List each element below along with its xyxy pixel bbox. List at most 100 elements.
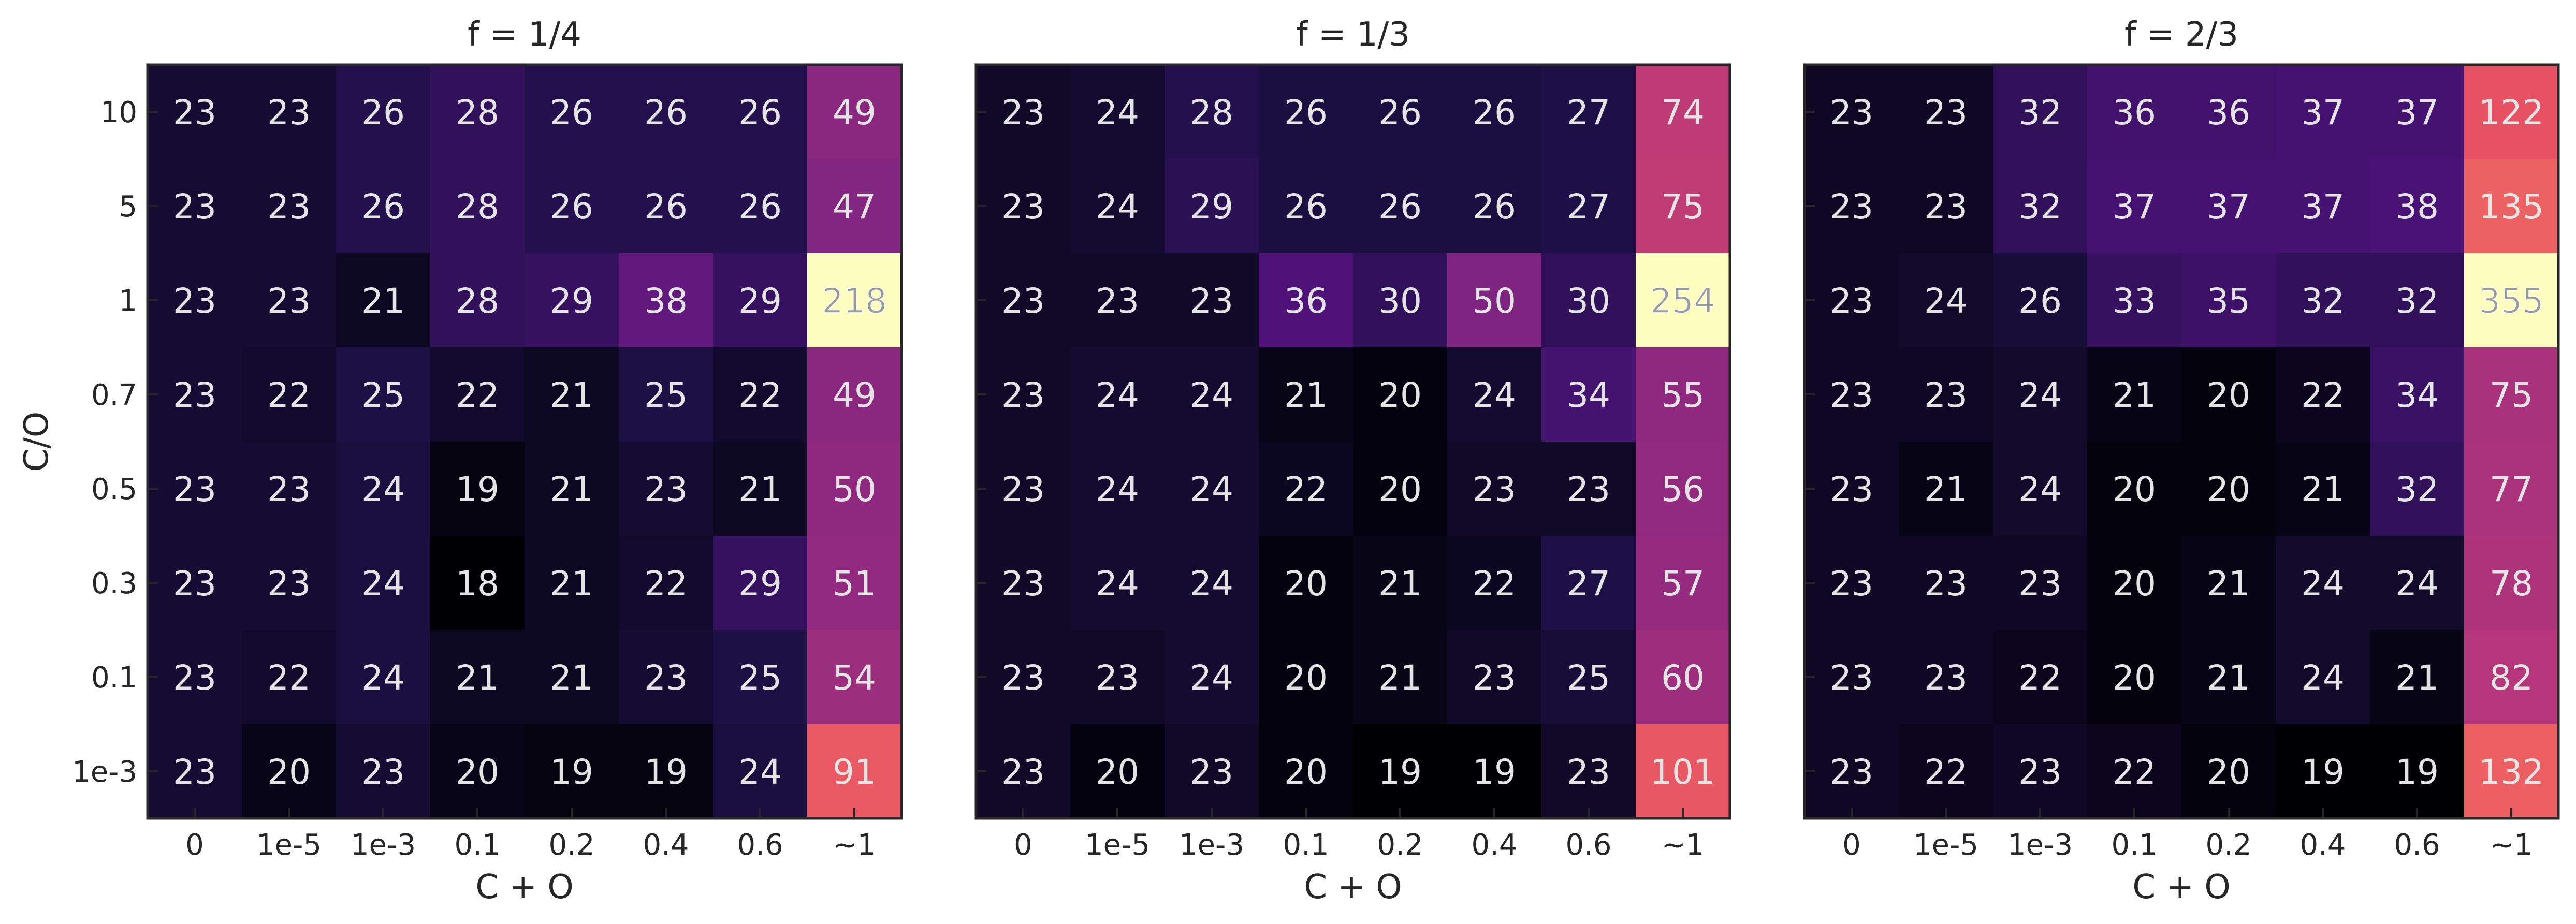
heatmap-cell xyxy=(807,65,902,159)
cell-value-label: 23 xyxy=(1830,564,1873,604)
cell-value-label: 23 xyxy=(267,187,311,227)
heatmap-cell xyxy=(242,65,337,159)
heatmap-cell xyxy=(1993,442,2088,536)
cell-value-label: 26 xyxy=(1473,93,1516,133)
cell-value-label: 21 xyxy=(1378,564,1422,604)
heatmap-cell xyxy=(619,253,714,348)
cell-value-label: 21 xyxy=(2301,470,2345,509)
cell-value-label: 28 xyxy=(1190,93,1233,133)
cell-value-label: 27 xyxy=(1567,93,1610,133)
cell-value-label: 29 xyxy=(550,281,593,321)
cell-value-label: 21 xyxy=(2207,658,2250,698)
heatmap-cell xyxy=(1636,347,1730,442)
heatmap-cell xyxy=(1353,724,1448,819)
cell-value-label: 23 xyxy=(1924,564,1968,604)
cell-value-label: 19 xyxy=(1378,752,1422,792)
cell-value-label: 24 xyxy=(1473,375,1516,415)
heatmap-panel-3: 23 23 32 36 36 37 37 122 23 23 32 37 37 37 38 135 23 24 26… xyxy=(1803,16,2560,906)
heatmap-cell xyxy=(1353,630,1448,725)
heatmap-cell xyxy=(1070,442,1165,536)
heatmap-cell xyxy=(1165,442,1259,536)
cell-value-label: 49 xyxy=(833,93,876,133)
cell-value-label: 22 xyxy=(2018,658,2062,698)
cell-value-label: 23 xyxy=(173,281,216,321)
heatmap-cell xyxy=(430,630,525,725)
cell-value-label: 25 xyxy=(644,375,688,415)
heatmap-cell xyxy=(2276,442,2370,536)
cell-value-label: 28 xyxy=(456,187,499,227)
cell-value-label: 36 xyxy=(1284,281,1328,321)
heatmap-cell xyxy=(430,253,525,348)
cell-value-label: 21 xyxy=(2113,375,2156,415)
heatmap-cell xyxy=(1447,347,1542,442)
cell-value-label: 355 xyxy=(2479,281,2544,321)
heatmap-cell xyxy=(1353,442,1448,536)
heatmap-cell xyxy=(148,630,242,725)
heatmap-cell xyxy=(2181,253,2276,348)
cell-value-label: 27 xyxy=(1567,187,1610,227)
cell-value-label: 20 xyxy=(1096,752,1139,792)
cell-value-label: 34 xyxy=(2395,375,2439,415)
heatmap-cell xyxy=(1447,253,1542,348)
cell-value-label: 21 xyxy=(550,375,593,415)
heatmap-cell xyxy=(1447,536,1542,630)
cell-value-label: 19 xyxy=(456,470,499,509)
heatmap-cell xyxy=(1165,65,1259,159)
x-axis-label: C + O xyxy=(1304,868,1402,906)
heatmap-cell xyxy=(2181,159,2276,254)
cell-value-label: 26 xyxy=(1473,187,1516,227)
heatmap-cell xyxy=(2464,65,2559,159)
heatmap-cell xyxy=(1804,724,1899,819)
heatmap-cell xyxy=(2181,724,2276,819)
heatmap-panel-2: 23 24 28 26 26 26 27 74 23 24 29 26 26 26 27 75 23 23 23 36… xyxy=(974,16,1731,906)
cell-value-label: 26 xyxy=(738,187,782,227)
panel-title: f = 2/3 xyxy=(2124,16,2238,54)
cell-value-label: 25 xyxy=(361,375,405,415)
heatmap-cell xyxy=(148,442,242,536)
heatmap-cell xyxy=(430,724,525,819)
cell-value-label: 23 xyxy=(1473,470,1516,509)
cell-value-label: 20 xyxy=(456,752,499,792)
x-tick-label: ~1 xyxy=(2490,828,2533,862)
heatmap-cell xyxy=(2464,724,2559,819)
cell-value-label: 23 xyxy=(173,752,216,792)
heatmap-cell xyxy=(2276,65,2370,159)
cell-value-label: 37 xyxy=(2301,93,2345,133)
heatmap-cell xyxy=(976,253,1071,348)
cell-value-label: 122 xyxy=(2479,93,2544,133)
heatmap-cell xyxy=(1259,253,1354,348)
cell-value-label: 26 xyxy=(1284,187,1328,227)
heatmap-cell xyxy=(2370,159,2465,254)
heatmap-cell xyxy=(2370,347,2465,442)
cell-value-label: 78 xyxy=(2490,564,2533,604)
heatmap-cell xyxy=(1541,630,1636,725)
heatmap-cell xyxy=(2087,442,2182,536)
cell-value-label: 50 xyxy=(833,470,876,509)
cell-value-label: 32 xyxy=(2395,470,2439,509)
cell-value-label: 23 xyxy=(1001,93,1045,133)
cell-value-label: 20 xyxy=(1284,658,1328,698)
heatmap-cell xyxy=(1993,159,2088,254)
x-tick-label: 0.1 xyxy=(1283,828,1329,862)
cell-value-label: 24 xyxy=(738,752,782,792)
x-tick-label: 1e-5 xyxy=(256,828,322,862)
cell-value-label: 29 xyxy=(738,564,782,604)
heatmap-cell xyxy=(1899,442,1993,536)
cell-value-label: 37 xyxy=(2113,187,2156,227)
cell-value-label: 22 xyxy=(2113,752,2156,792)
heatmap-cell xyxy=(336,442,431,536)
heatmap-cell xyxy=(1993,536,2088,630)
cell-value-label: 218 xyxy=(822,281,887,321)
cell-value-label: 24 xyxy=(1190,470,1233,509)
cell-value-label: 49 xyxy=(833,375,876,415)
heatmap-cell xyxy=(1165,536,1259,630)
plot-frame xyxy=(1803,63,2560,820)
cell-value-label: 20 xyxy=(2207,752,2250,792)
cell-value-label: 23 xyxy=(1001,564,1045,604)
heatmap-cell xyxy=(713,630,808,725)
heatmap-cell xyxy=(1993,65,2088,159)
heatmap-cell xyxy=(2087,159,2182,254)
heatmap-cell xyxy=(2276,159,2370,254)
x-tick-label: 0 xyxy=(1014,828,1032,862)
heatmap-cell xyxy=(976,442,1071,536)
